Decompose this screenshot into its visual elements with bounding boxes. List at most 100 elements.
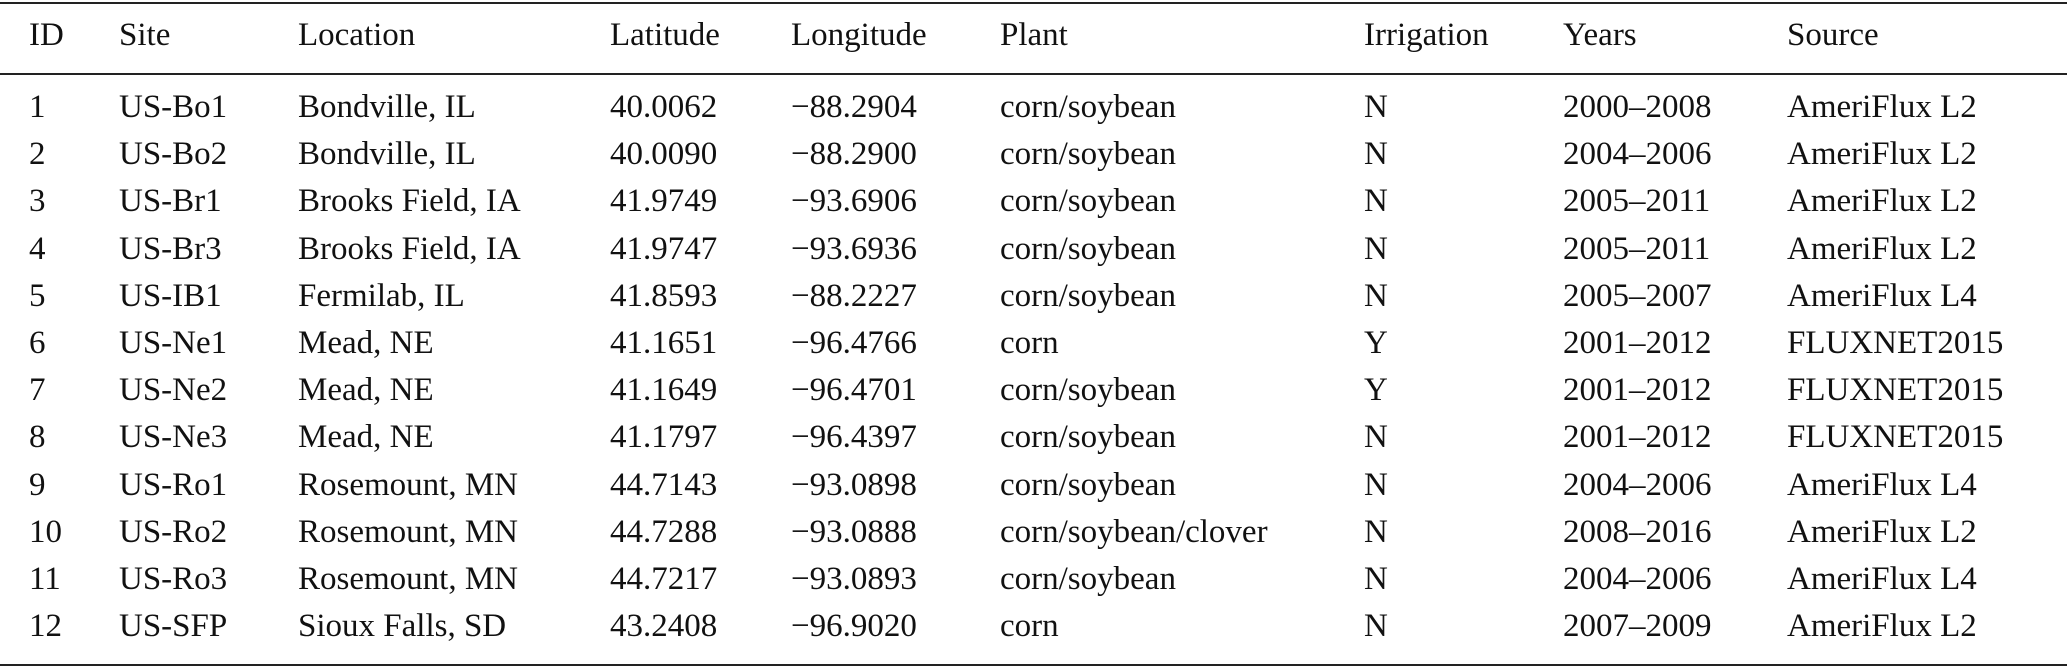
table-cell: 41.9749	[610, 183, 718, 220]
table-cell: 10	[29, 513, 62, 550]
header-cell: ID	[29, 17, 64, 53]
header-rule	[0, 73, 2067, 75]
table-cell: US-IB1	[119, 277, 222, 314]
table-cell: −93.6936	[791, 230, 917, 267]
table-cell: 1	[29, 89, 46, 125]
table-cell: AmeriFlux L4	[1787, 561, 1977, 597]
table-cell: N	[1364, 136, 1388, 173]
table-cell: corn/soybean	[1000, 183, 1176, 220]
table-cell: −93.0888	[791, 513, 917, 550]
table-cell: 2005–2007	[1563, 277, 1712, 314]
table-cell: corn/soybean	[1000, 230, 1176, 267]
table-cell: Mead, NE	[298, 372, 434, 409]
table-cell: −88.2904	[791, 89, 917, 125]
table-cell: −96.9020	[791, 608, 917, 645]
table-cell: FLUXNET2015	[1787, 372, 2004, 409]
table-cell: US-Ro3	[119, 561, 228, 597]
table-cell: Y	[1364, 325, 1388, 361]
table-cell: 2004–2006	[1563, 136, 1712, 173]
table-cell: Mead, NE	[298, 419, 434, 456]
table-cell: 40.0062	[610, 89, 718, 125]
header-cell: Longitude	[791, 17, 927, 53]
table-cell: 41.1651	[610, 325, 718, 361]
table-cell: 2001–2012	[1563, 372, 1712, 409]
header-cell: Source	[1787, 17, 1879, 53]
table-cell: −96.4766	[791, 325, 917, 361]
table-cell: 7	[29, 372, 46, 409]
table-cell: 9	[29, 466, 46, 503]
table-cell: corn/soybean	[1000, 419, 1176, 456]
table-cell: Mead, NE	[298, 325, 434, 361]
table-cell: 2001–2012	[1563, 419, 1712, 456]
table-cell: AmeriFlux L2	[1787, 183, 1977, 220]
table-cell: US-Ne3	[119, 419, 228, 456]
table-cell: 41.1649	[610, 372, 718, 409]
table-cell: Brooks Field, IA	[298, 183, 521, 220]
header-cell: Site	[119, 17, 171, 53]
bottom-rule	[0, 664, 2067, 666]
table-cell: 2001–2012	[1563, 325, 1712, 361]
table-cell: AmeriFlux L4	[1787, 277, 1977, 314]
table-cell: corn/soybean	[1000, 277, 1176, 314]
table-cell: 41.8593	[610, 277, 718, 314]
table-cell: AmeriFlux L2	[1787, 89, 1977, 125]
table-cell: FLUXNET2015	[1787, 325, 2004, 361]
table-cell: 40.0090	[610, 136, 718, 173]
table-cell: 3	[29, 183, 46, 220]
table-cell: Brooks Field, IA	[298, 230, 521, 267]
table-cell: N	[1364, 608, 1388, 645]
table-cell: Rosemount, MN	[298, 466, 519, 503]
table-cell: corn	[1000, 325, 1059, 361]
header-cell: Irrigation	[1364, 17, 1489, 53]
table-cell: N	[1364, 183, 1388, 220]
table-cell: Rosemount, MN	[298, 513, 519, 550]
table-cell: 44.7143	[610, 466, 718, 503]
table-cell: 12	[29, 608, 62, 645]
table-cell: AmeriFlux L4	[1787, 466, 1977, 503]
table-cell: corn/soybean	[1000, 466, 1176, 503]
table-cell: 2004–2006	[1563, 561, 1712, 597]
table-cell: N	[1364, 419, 1388, 456]
header-cell: Years	[1563, 17, 1637, 53]
table-cell: 2004–2006	[1563, 466, 1712, 503]
table-cell: corn	[1000, 608, 1059, 645]
table-cell: Bondville, IL	[298, 136, 476, 173]
table-cell: FLUXNET2015	[1787, 419, 2004, 456]
table-cell: −96.4397	[791, 419, 917, 456]
table-cell: −88.2227	[791, 277, 917, 314]
table-cell: corn/soybean	[1000, 561, 1176, 597]
table-cell: 2008–2016	[1563, 513, 1712, 550]
table-cell: US-Bo1	[119, 89, 228, 125]
top-rule	[0, 2, 2067, 4]
table-cell: 4	[29, 230, 46, 267]
table-cell: −93.0898	[791, 466, 917, 503]
table-cell: 2005–2011	[1563, 183, 1711, 220]
table-cell: US-Ne2	[119, 372, 228, 409]
table-cell: US-Ro2	[119, 513, 228, 550]
header-cell: Plant	[1000, 17, 1068, 53]
table-cell: Bondville, IL	[298, 89, 476, 125]
table-cell: US-SFP	[119, 608, 228, 645]
table-cell: −88.2900	[791, 136, 917, 173]
table-cell: AmeriFlux L2	[1787, 608, 1977, 645]
table-cell: −96.4701	[791, 372, 917, 409]
table-cell: Sioux Falls, SD	[298, 608, 507, 645]
table-cell: 2000–2008	[1563, 89, 1712, 125]
table-cell: N	[1364, 89, 1388, 125]
table-cell: 44.7217	[610, 561, 718, 597]
header-cell: Latitude	[610, 17, 720, 53]
table-cell: −93.6906	[791, 183, 917, 220]
table-cell: corn/soybean	[1000, 136, 1176, 173]
table-cell: Rosemount, MN	[298, 561, 519, 597]
table-cell: 44.7288	[610, 513, 718, 550]
table-cell: 41.9747	[610, 230, 718, 267]
table-cell: US-Br3	[119, 230, 222, 267]
header-cell: Location	[298, 17, 416, 53]
table-cell: corn/soybean	[1000, 89, 1176, 125]
table-cell: N	[1364, 466, 1388, 503]
table-cell: 41.1797	[610, 419, 718, 456]
table-cell: Fermilab, IL	[298, 277, 465, 314]
